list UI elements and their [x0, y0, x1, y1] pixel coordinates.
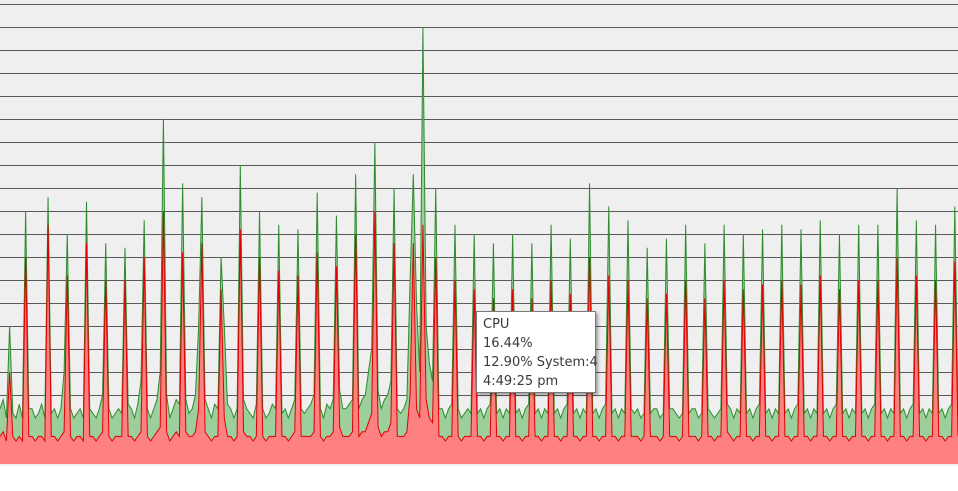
tooltip-timestamp: 4:49:25 pm [483, 374, 559, 389]
tooltip-series-name: CPU [483, 317, 510, 332]
total-cpu-line [0, 26, 958, 420]
system-cpu-line [0, 210, 958, 443]
tooltip-system-value: 12.90% System:4 [483, 355, 598, 370]
system-cpu-area [0, 211, 958, 464]
tooltip-total-value: 16.44% [483, 336, 533, 351]
hover-tooltip: CPU 16.44% 12.90% System:4 4:49:25 pm [476, 311, 598, 393]
